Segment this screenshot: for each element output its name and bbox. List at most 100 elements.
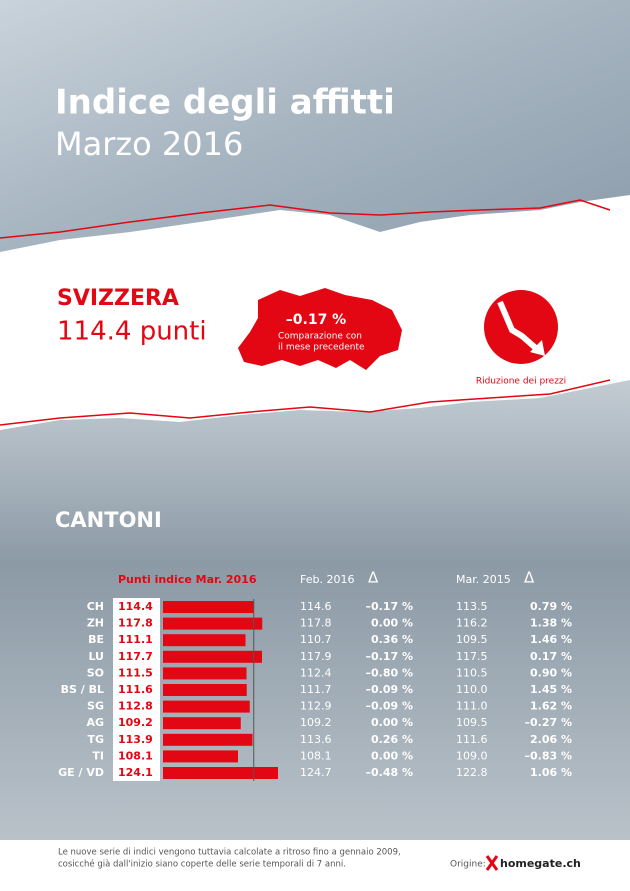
badge-arrow-head bbox=[530, 340, 545, 356]
mar-value: 109.0 bbox=[456, 749, 488, 762]
canton-code: SO bbox=[87, 666, 104, 679]
bar bbox=[163, 700, 250, 713]
mar-change: –0.83 % bbox=[525, 749, 573, 762]
feb-change: 0.26 % bbox=[371, 733, 413, 746]
canton-value: 124.1 bbox=[118, 766, 153, 779]
footnote: cosicché già dall'inizio siano coperte d… bbox=[58, 859, 346, 870]
feb-value: 109.2 bbox=[300, 716, 332, 729]
feb-value: 108.1 bbox=[300, 749, 332, 762]
subtitle: Marzo 2016 bbox=[55, 125, 243, 163]
feb-change: –0.17 % bbox=[366, 600, 414, 613]
comparison: Comparazione con bbox=[278, 332, 362, 342]
table-rows: CH 114.4 114.6 –0.17 % 113.5 0.79 % ZH 117.8 117… bbox=[58, 599, 572, 781]
canton-value: 111.1 bbox=[118, 633, 153, 646]
feb-value: 113.6 bbox=[300, 733, 332, 746]
canton-value: 108.1 bbox=[118, 749, 153, 762]
canton-value: 111.6 bbox=[118, 683, 153, 696]
delta: Δ bbox=[368, 569, 379, 587]
canton-value: 113.9 bbox=[118, 733, 153, 746]
national-value: 114.4 punti bbox=[57, 317, 207, 347]
mar-change: 1.46 % bbox=[530, 633, 572, 646]
canton-code: BE bbox=[88, 633, 104, 646]
mar-change: 1.38 % bbox=[530, 617, 572, 630]
mar-change: 1.45 % bbox=[530, 683, 572, 696]
comparison: il mese precedente bbox=[278, 343, 365, 353]
badge-label: Riduzione dei prezzi bbox=[476, 377, 566, 387]
mar-value: 111.6 bbox=[456, 733, 488, 746]
col-header: Mar. 2015 bbox=[456, 573, 511, 586]
mar-value: 109.5 bbox=[456, 633, 488, 646]
feb-change: –0.48 % bbox=[366, 766, 414, 779]
feb-change: 0.00 % bbox=[371, 716, 413, 729]
canton-value: 111.5 bbox=[118, 666, 153, 679]
col-header: Feb. 2016 bbox=[300, 573, 354, 586]
red-line bbox=[0, 199, 611, 239]
feb-value: 112.4 bbox=[300, 666, 332, 679]
feb-change: –0.17 % bbox=[366, 650, 414, 663]
canton-code: ZH bbox=[87, 617, 104, 630]
feb-value: 117.9 bbox=[300, 650, 332, 663]
bar bbox=[163, 733, 253, 746]
national-label: SVIZZERA bbox=[57, 286, 179, 311]
bar bbox=[163, 650, 262, 663]
canton-code: TI bbox=[92, 749, 104, 762]
canton-code: GE / VD bbox=[58, 766, 104, 779]
mar-change: 0.17 % bbox=[530, 650, 572, 663]
canton-code: AG bbox=[86, 716, 104, 729]
canton-code: SG bbox=[87, 700, 104, 713]
mar-change: 0.79 % bbox=[530, 600, 572, 613]
bar bbox=[163, 667, 247, 680]
feb-change: 0.36 % bbox=[371, 633, 413, 646]
canton-code: TG bbox=[87, 733, 104, 746]
mar-value: 117.5 bbox=[456, 650, 488, 663]
feb-value: 124.7 bbox=[300, 766, 332, 779]
feb-change: –0.09 % bbox=[366, 700, 414, 713]
mar-value: 122.8 bbox=[456, 766, 488, 779]
feb-change: –0.80 % bbox=[366, 666, 414, 679]
mar-value: 110.5 bbox=[456, 666, 488, 679]
red-line bbox=[0, 379, 611, 426]
mar-value: 110.0 bbox=[456, 683, 488, 696]
mar-change: 0.90 % bbox=[530, 666, 572, 679]
canton-code: CH bbox=[87, 600, 104, 613]
feb-value: 111.7 bbox=[300, 683, 332, 696]
bar bbox=[163, 750, 238, 763]
bar bbox=[163, 617, 263, 630]
mar-value: 113.5 bbox=[456, 600, 488, 613]
canton-value: 117.8 bbox=[118, 617, 153, 630]
bar bbox=[163, 634, 246, 647]
swiss-map bbox=[238, 288, 402, 370]
bar bbox=[163, 717, 241, 730]
bar bbox=[163, 684, 247, 696]
mar-value: 111.0 bbox=[456, 700, 488, 713]
col-header: Punti indice Mar. 2016 bbox=[118, 573, 257, 586]
brand: homegate.ch bbox=[500, 857, 581, 870]
canton-value: 114.4 bbox=[118, 600, 153, 613]
mar-value: 116.2 bbox=[456, 617, 488, 630]
mar-change: 1.62 % bbox=[530, 700, 572, 713]
origin: Origine: bbox=[450, 860, 486, 870]
feb-change: 0.00 % bbox=[371, 749, 413, 762]
feb-value: 110.7 bbox=[300, 633, 332, 646]
cantons-title: CANTONI bbox=[55, 508, 162, 532]
footnote: Le nuove serie di indici vengono tuttavi… bbox=[58, 848, 401, 858]
badge-arrow bbox=[497, 300, 540, 353]
feb-value: 114.6 bbox=[300, 600, 332, 613]
canton-value: 117.7 bbox=[118, 650, 153, 663]
mar-change: 1.06 % bbox=[530, 766, 572, 779]
brand-logo bbox=[485, 855, 499, 871]
mar-change: 2.06 % bbox=[530, 733, 572, 746]
title: Indice degli affitti bbox=[55, 83, 395, 123]
canton-code: LU bbox=[88, 650, 104, 663]
header-bg bbox=[0, 0, 630, 252]
delta: Δ bbox=[524, 569, 535, 587]
national-change: –0.17 % bbox=[286, 312, 346, 328]
value-column-bg bbox=[113, 598, 160, 781]
feb-value: 117.8 bbox=[300, 617, 332, 630]
mar-change: –0.27 % bbox=[525, 716, 573, 729]
feb-change: 0.00 % bbox=[371, 617, 413, 630]
canton-code: BS / BL bbox=[61, 683, 104, 696]
feb-value: 112.9 bbox=[300, 700, 332, 713]
mar-value: 109.5 bbox=[456, 716, 488, 729]
feb-change: –0.09 % bbox=[366, 683, 414, 696]
